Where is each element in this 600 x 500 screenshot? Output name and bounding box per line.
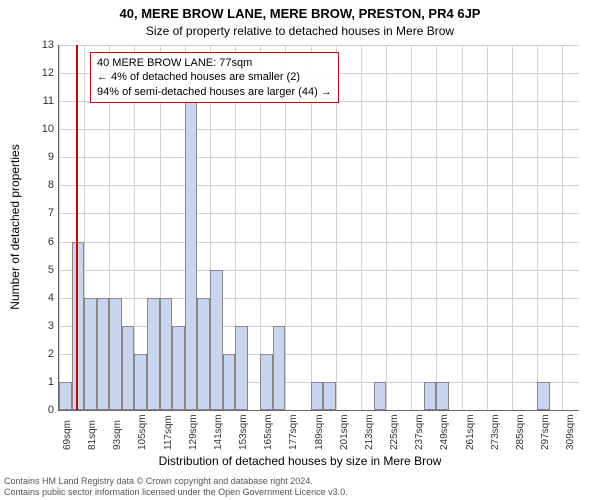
- gridline-v: [537, 45, 538, 410]
- x-tick-label: 285sqm: [515, 414, 526, 450]
- x-tick-label: 165sqm: [263, 414, 274, 450]
- footer-line1: Contains HM Land Registry data © Crown c…: [4, 476, 596, 487]
- annotation-box: 40 MERE BROW LANE: 77sqm ← 4% of detache…: [90, 52, 339, 103]
- y-tick-label: 9: [14, 151, 54, 163]
- histogram-bar: [210, 270, 223, 410]
- reference-line: [76, 45, 78, 410]
- y-tick-label: 4: [14, 292, 54, 304]
- x-tick-label: 273sqm: [490, 414, 501, 450]
- x-tick-label: 105sqm: [137, 414, 148, 450]
- histogram-bar: [172, 326, 185, 410]
- y-tick-label: 7: [14, 207, 54, 219]
- histogram-bar: [84, 298, 97, 410]
- x-tick-label: 213sqm: [364, 414, 375, 450]
- gridline-v: [361, 45, 362, 410]
- histogram-bar: [374, 382, 387, 410]
- gridline-v: [562, 45, 563, 410]
- histogram-bar: [134, 354, 147, 410]
- x-tick-label: 69sqm: [62, 420, 73, 450]
- histogram-bar: [197, 298, 210, 410]
- gridline-h: [59, 185, 579, 186]
- y-tick-label: 2: [14, 348, 54, 360]
- histogram-bar: [323, 382, 336, 410]
- y-tick-label: 8: [14, 179, 54, 191]
- gridline-v: [411, 45, 412, 410]
- y-axis-label: Number of detached properties: [8, 144, 22, 309]
- gridline-v: [462, 45, 463, 410]
- x-tick-label: 237sqm: [414, 414, 425, 450]
- y-tick-label: 5: [14, 264, 54, 276]
- y-tick-label: 12: [14, 67, 54, 79]
- annotation-line3: 94% of semi-detached houses are larger (…: [97, 85, 332, 99]
- chart-subtitle: Size of property relative to detached ho…: [0, 24, 600, 38]
- histogram-bar: [122, 326, 135, 410]
- gridline-h: [59, 129, 579, 130]
- gridline-h: [59, 45, 579, 46]
- histogram-bar: [260, 354, 273, 410]
- footer-line2: Contains public sector information licen…: [4, 487, 596, 498]
- chart-container: 40, MERE BROW LANE, MERE BROW, PRESTON, …: [0, 0, 600, 500]
- gridline-v: [59, 45, 60, 410]
- y-tick-label: 13: [14, 39, 54, 51]
- y-tick-label: 3: [14, 320, 54, 332]
- annotation-line2: ← 4% of detached houses are smaller (2): [97, 70, 332, 84]
- chart-title-address: 40, MERE BROW LANE, MERE BROW, PRESTON, …: [0, 6, 600, 21]
- y-tick-label: 6: [14, 236, 54, 248]
- gridline-h: [59, 157, 579, 158]
- x-tick-label: 249sqm: [439, 414, 450, 450]
- x-tick-label: 93sqm: [112, 420, 123, 450]
- histogram-bar: [147, 298, 160, 410]
- gridline-v: [512, 45, 513, 410]
- histogram-bar: [109, 298, 122, 410]
- y-tick-label: 11: [14, 95, 54, 107]
- x-tick-label: 153sqm: [238, 414, 249, 450]
- histogram-bar: [160, 298, 173, 410]
- x-tick-label: 225sqm: [389, 414, 400, 450]
- x-tick-label: 261sqm: [465, 414, 476, 450]
- gridline-h: [59, 242, 579, 243]
- x-tick-label: 309sqm: [565, 414, 576, 450]
- gridline-h: [59, 213, 579, 214]
- x-tick-label: 297sqm: [540, 414, 551, 450]
- x-tick-label: 129sqm: [188, 414, 199, 450]
- annotation-line1: 40 MERE BROW LANE: 77sqm: [97, 56, 332, 70]
- x-tick-label: 177sqm: [288, 414, 299, 450]
- gridline-h: [59, 270, 579, 271]
- x-tick-label: 117sqm: [163, 415, 174, 450]
- x-axis-label: Distribution of detached houses by size …: [0, 454, 600, 468]
- gridline-h: [59, 298, 579, 299]
- x-tick-label: 141sqm: [213, 414, 224, 450]
- histogram-bar: [72, 242, 85, 410]
- gridline-h: [59, 326, 579, 327]
- histogram-bar: [97, 298, 110, 410]
- histogram-bar: [273, 326, 286, 410]
- y-tick-label: 10: [14, 123, 54, 135]
- x-tick-label: 189sqm: [314, 414, 325, 450]
- histogram-bar: [235, 326, 248, 410]
- y-tick-label: 0: [14, 404, 54, 416]
- x-tick-label: 201sqm: [339, 414, 350, 450]
- gridline-v: [386, 45, 387, 410]
- histogram-bar: [424, 382, 437, 410]
- histogram-bar: [185, 101, 198, 410]
- gridline-v: [436, 45, 437, 410]
- gridline-v: [487, 45, 488, 410]
- histogram-bar: [537, 382, 550, 410]
- x-tick-label: 81sqm: [87, 420, 98, 450]
- histogram-bar: [223, 354, 236, 410]
- histogram-bar: [59, 382, 72, 410]
- histogram-bar: [436, 382, 449, 410]
- histogram-bar: [311, 382, 324, 410]
- y-tick-label: 1: [14, 376, 54, 388]
- footer-attribution: Contains HM Land Registry data © Crown c…: [4, 476, 596, 498]
